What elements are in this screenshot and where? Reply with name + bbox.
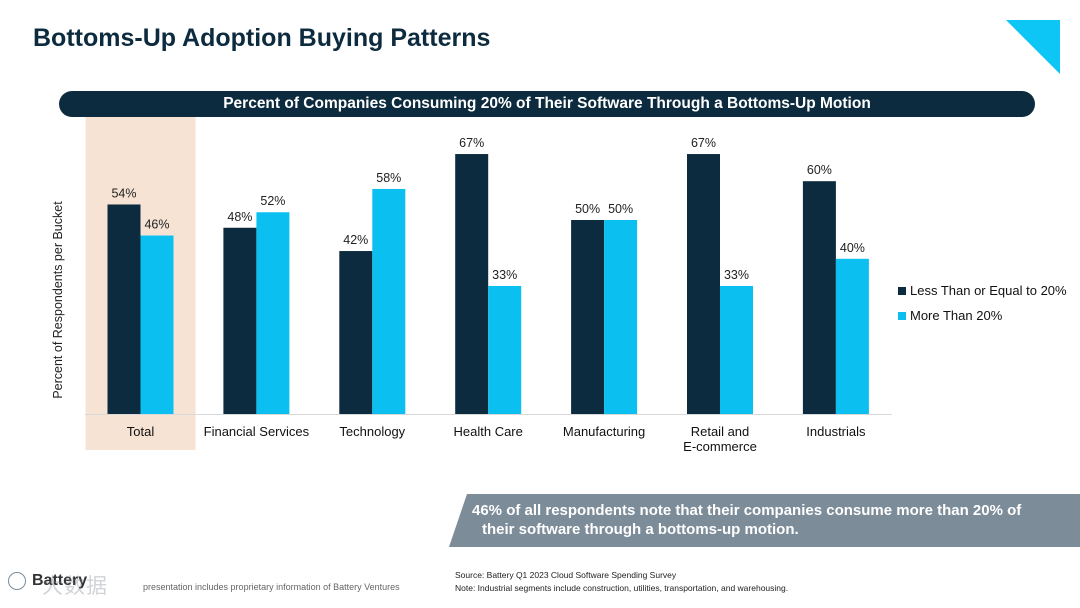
data-label-retail-and-e-commerce-series2: 33% [724, 268, 749, 282]
data-label-total-series2: 46% [144, 218, 169, 232]
x-tick-label-technology: Technology [339, 424, 405, 439]
bar-health-care-series1 [455, 154, 489, 415]
slide-title: Bottoms-Up Adoption Buying Patterns [33, 24, 491, 52]
legend: Less Than or Equal to 20% More Than 20% [898, 283, 1068, 333]
x-tick-label-industrials: Industrials [806, 424, 866, 439]
data-label-health-care-series2: 33% [492, 268, 517, 282]
footer-note: presentation includes proprietary inform… [143, 582, 400, 592]
data-label-financial-services-series2: 52% [260, 194, 285, 208]
data-label-technology-series2: 58% [376, 171, 401, 185]
bar-manufacturing-series1 [571, 220, 605, 414]
data-label-manufacturing-series1: 50% [575, 202, 600, 216]
x-tick-label-health-care: Health Care [454, 424, 523, 439]
x-tick-label-retail-and-e-commerce-line2: E-commerce [683, 439, 757, 454]
x-tick-label-retail-and-e-commerce-line1: Retail and [691, 424, 750, 439]
data-label-retail-and-e-commerce-series1: 67% [691, 136, 716, 150]
bar-financial-services-series1 [223, 227, 257, 414]
source-text: Source: Battery Q1 2023 Cloud Software S… [455, 570, 677, 580]
bar-total-series1 [107, 204, 141, 414]
bar-total-series2 [140, 235, 174, 414]
bar-manufacturing-series2 [604, 220, 638, 414]
callout-box [449, 494, 1080, 547]
logo-text: Battery [32, 572, 88, 589]
legend-label-gt20: More Than 20% [910, 308, 1003, 323]
bar-industrials-series1 [802, 181, 836, 414]
battery-logo: Battery [8, 572, 87, 590]
data-label-total-series1: 54% [111, 186, 136, 200]
x-tick-label-total: Total [127, 424, 155, 439]
callout-line-2-wrap: their software through a bottoms-up moti… [472, 520, 1057, 539]
legend-item-gt20: More Than 20% [898, 308, 1068, 323]
data-label-financial-services-series1: 48% [227, 210, 252, 224]
bar-health-care-series2 [488, 285, 522, 414]
logo-circle-icon [8, 572, 26, 590]
bar-technology-series2 [372, 188, 406, 414]
legend-swatch-dark [898, 287, 906, 295]
legend-swatch-light [898, 312, 906, 320]
bar-technology-series1 [339, 251, 373, 414]
callout-line-2: their software through a bottoms-up moti… [482, 521, 799, 538]
corner-triangle-icon [1006, 20, 1060, 74]
callout-line-1: 46% of all respondents note that their c… [472, 502, 1022, 519]
bar-financial-services-series2 [256, 212, 290, 414]
data-label-industrials-series2: 40% [840, 241, 865, 255]
callout-text: 46% of all respondents note that their c… [472, 501, 1057, 539]
data-label-health-care-series1: 67% [459, 136, 484, 150]
chart-banner: Percent of Companies Consuming 20% of Th… [59, 91, 1035, 117]
data-label-industrials-series1: 60% [807, 163, 832, 177]
bar-retail-and-e-commerce-series1 [687, 154, 720, 415]
corner-triangle-shape [1006, 20, 1060, 74]
bar-retail-and-e-commerce-series2 [720, 285, 753, 414]
legend-item-le20: Less Than or Equal to 20% [898, 283, 1068, 298]
x-tick-label-manufacturing: Manufacturing [563, 424, 645, 439]
x-tick-label-financial-services: Financial Services [204, 424, 310, 439]
legend-label-le20: Less Than or Equal to 20% [910, 283, 1067, 298]
watermark: 大数据 [42, 575, 108, 598]
data-label-manufacturing-series2: 50% [608, 202, 633, 216]
source-notes: Source: Battery Q1 2023 Cloud Software S… [455, 569, 788, 595]
data-label-technology-series1: 42% [343, 233, 368, 247]
note-text: Note: Industrial segments include constr… [455, 583, 789, 593]
bar-industrials-series2 [835, 258, 869, 414]
